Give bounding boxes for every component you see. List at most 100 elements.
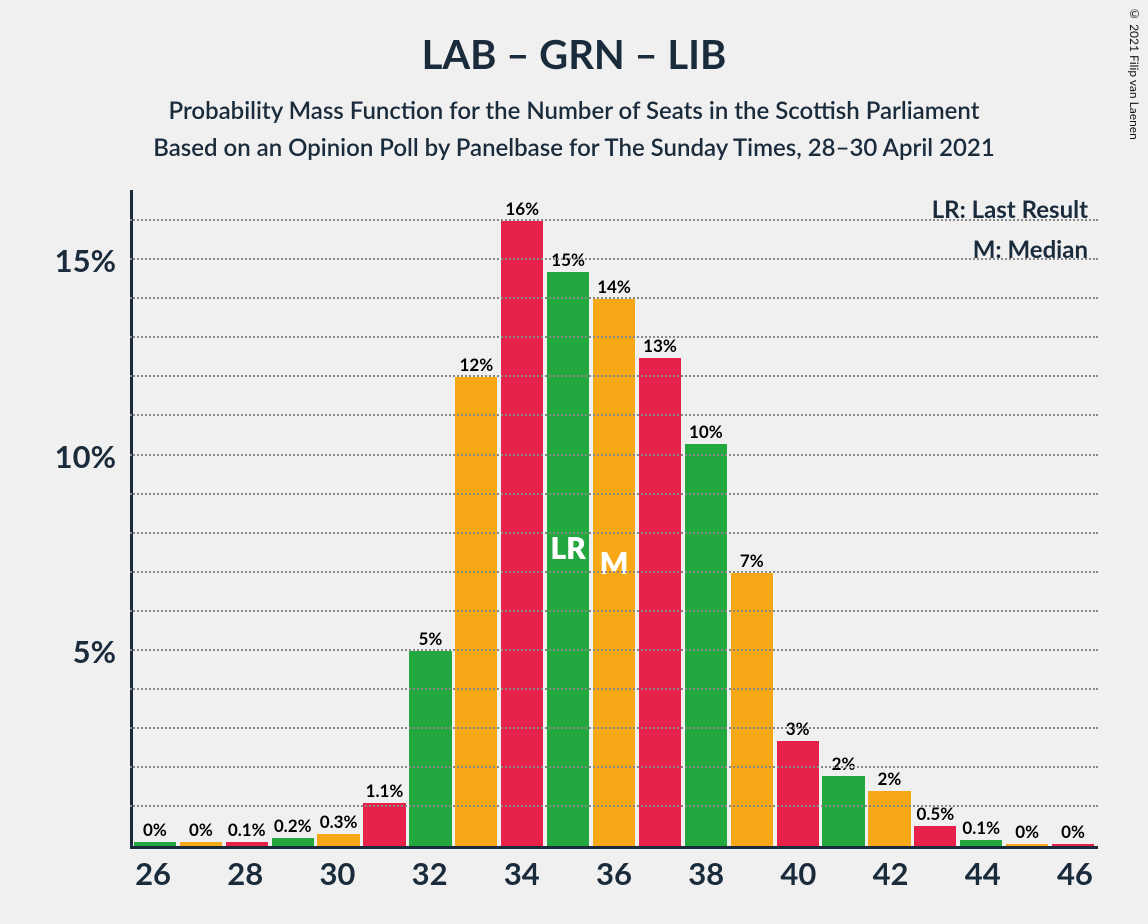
plot-area: 0%0%0.1%0.2%0.3%1.1%5%12%16%15%LR14%M13%…	[130, 190, 1098, 849]
grid-line	[130, 493, 1098, 495]
chart-title: LAB – GRN – LIB	[50, 30, 1098, 78]
x-tick-label	[453, 854, 499, 904]
bar-value-label: 0%	[1015, 821, 1039, 844]
bar-value-label: 0.2%	[274, 815, 312, 838]
x-tick-label: 40	[775, 854, 821, 904]
bar: 5%	[409, 651, 451, 846]
bar-slot: 5%	[407, 190, 453, 846]
grid-line	[130, 454, 1098, 456]
bar-value-label: 10%	[689, 421, 723, 444]
bar: 0%	[180, 842, 222, 846]
bar-value-label: 15%	[551, 249, 585, 272]
bar-value-label: 2%	[878, 768, 902, 791]
grid-line	[130, 297, 1098, 299]
grid-line	[130, 258, 1098, 260]
bar-value-label: 16%	[505, 198, 539, 221]
bar: 2%	[822, 776, 864, 846]
x-tick-label: 46	[1052, 854, 1098, 904]
bar-value-label: 0%	[189, 819, 213, 842]
grid-line	[130, 649, 1098, 651]
x-tick-label: 36	[591, 854, 637, 904]
x-tick-label	[821, 854, 867, 904]
x-tick-label: 42	[868, 854, 914, 904]
chart-subtitle-1: Probability Mass Function for the Number…	[50, 96, 1098, 125]
grid-line	[130, 336, 1098, 338]
x-tick-label: 44	[960, 854, 1006, 904]
x-tick-label: 26	[130, 854, 176, 904]
y-tick-label: 10%	[55, 437, 130, 475]
bar: 1.1%	[363, 803, 405, 846]
x-tick-label: 38	[683, 854, 729, 904]
bar: 0.1%	[226, 842, 268, 846]
bar-value-label: 5%	[418, 628, 442, 651]
grid-line	[130, 414, 1098, 416]
chart-container: LAB – GRN – LIB Probability Mass Functio…	[0, 0, 1148, 924]
bar-slot: 0.3%	[316, 190, 362, 846]
bar-inner-label: LR	[550, 530, 585, 566]
bar-slot: 15% LR	[545, 190, 591, 846]
bar-value-label: 0%	[143, 819, 167, 842]
bar: 0%	[1006, 844, 1048, 846]
bar-value-label: 7%	[740, 550, 764, 573]
bar-slot: 10%	[683, 190, 729, 846]
bar: 0.1%	[960, 840, 1002, 846]
bar: 0%	[134, 842, 176, 846]
bar: 0.3%	[317, 834, 359, 846]
bar: 14%M	[593, 299, 635, 846]
bar-slot: 14%M	[591, 190, 637, 846]
bar: 3%	[777, 741, 819, 846]
bar-value-label: 12%	[459, 354, 493, 377]
x-tick-label: 28	[222, 854, 268, 904]
bar: 2%	[868, 791, 910, 846]
bar: 12%	[455, 377, 497, 846]
bar-slot: 0%	[178, 190, 224, 846]
chart-subtitle-2: Based on an Opinion Poll by Panelbase fo…	[50, 133, 1098, 162]
bar-slot: 7%	[729, 190, 775, 846]
bar-value-label: 0%	[1061, 821, 1085, 844]
copyright-text: © 2021 Filip van Laenen	[1127, 6, 1142, 140]
grid-line	[130, 219, 1098, 221]
x-tick-label	[914, 854, 960, 904]
bar-slot: 16%	[499, 190, 545, 846]
bar-slot: 0.5%	[912, 190, 958, 846]
y-tick-label: 15%	[55, 241, 130, 279]
grid-line	[130, 727, 1098, 729]
bar: 0.5%	[914, 826, 956, 846]
x-axis-labels: 2628303234363840424446	[130, 854, 1098, 904]
grid-line	[130, 805, 1098, 807]
bar-value-label: 0.1%	[962, 817, 1000, 840]
bar-value-label: 2%	[832, 753, 856, 776]
grid-line	[130, 532, 1098, 534]
x-tick-label	[729, 854, 775, 904]
bar-slot: 0.1%	[958, 190, 1004, 846]
bar: 0%	[1052, 844, 1094, 846]
bar-slot: 3%	[775, 190, 821, 846]
bar-value-label: 3%	[786, 718, 810, 741]
bar-inner-label: M	[600, 545, 629, 581]
bar-value-label: 1.1%	[366, 780, 404, 803]
x-tick-label	[1006, 854, 1052, 904]
bar-value-label: 0.1%	[228, 819, 266, 842]
x-tick-label: 32	[407, 854, 453, 904]
x-tick-label	[637, 854, 683, 904]
x-tick-label	[268, 854, 314, 904]
bar-slot: 0.2%	[270, 190, 316, 846]
grid-line	[130, 688, 1098, 690]
bar-slot: 12%	[453, 190, 499, 846]
bars-container: 0%0%0.1%0.2%0.3%1.1%5%12%16%15%LR14%M13%…	[130, 190, 1098, 846]
bar-slot: 2%	[867, 190, 913, 846]
x-tick-label	[176, 854, 222, 904]
bar-slot: 0%	[1004, 190, 1050, 846]
y-tick-label: 5%	[73, 632, 130, 670]
bar: 13%	[639, 358, 681, 846]
bar: 10%	[685, 444, 727, 846]
bar: 0.2%	[272, 838, 314, 846]
grid-line	[130, 571, 1098, 573]
x-tick-label	[545, 854, 591, 904]
bar-slot: 13%	[637, 190, 683, 846]
bar: 15%LR	[547, 272, 589, 846]
bar-slot: 0%	[132, 190, 178, 846]
bar-slot: 0%	[1050, 190, 1096, 846]
x-tick-label: 34	[499, 854, 545, 904]
bar-value-label: 0.3%	[320, 811, 358, 834]
